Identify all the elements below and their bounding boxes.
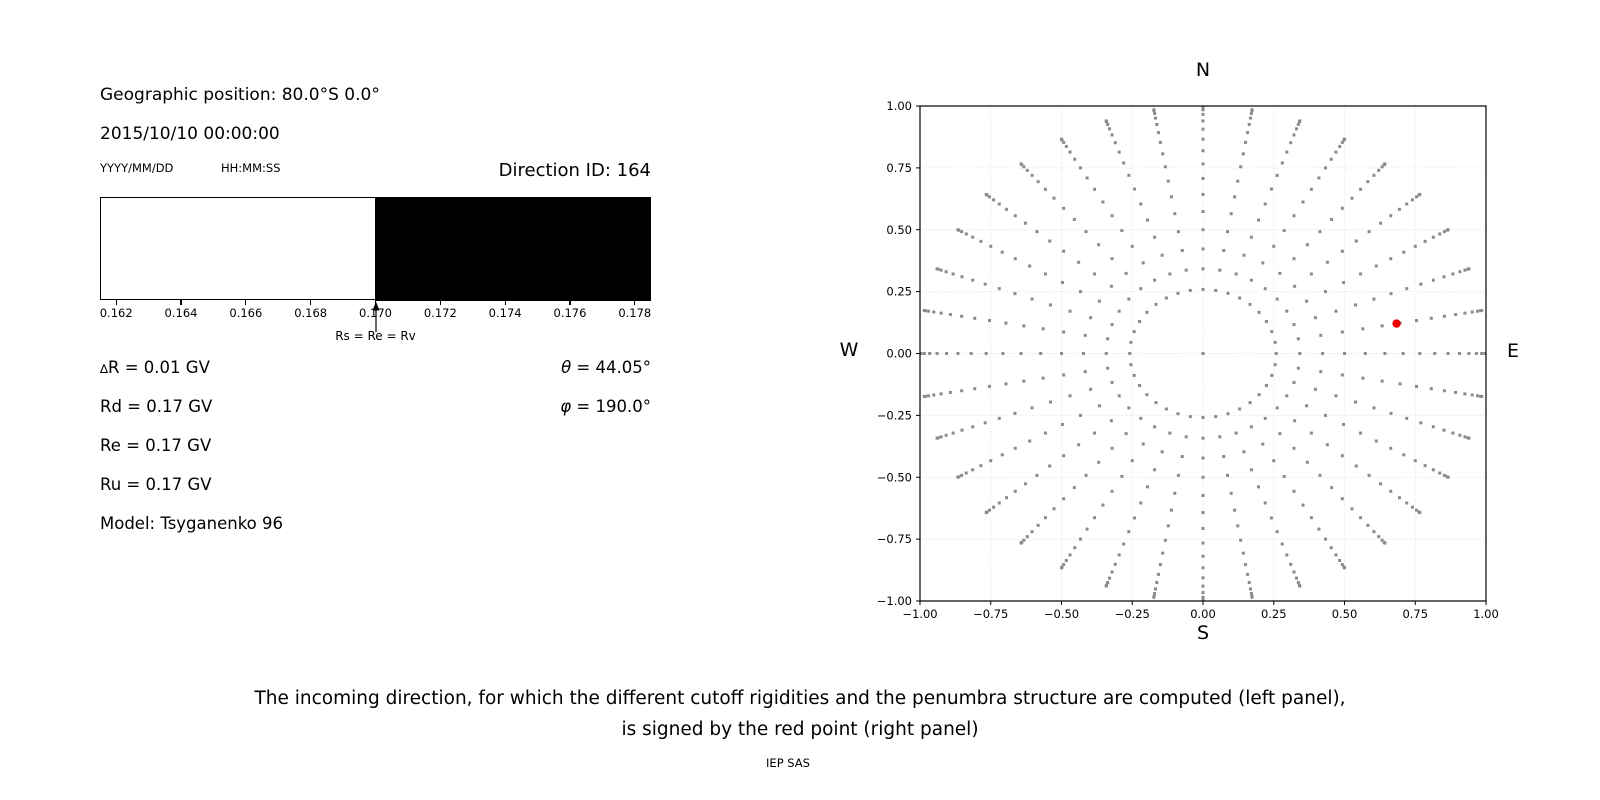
penumbra-black-region <box>375 196 651 301</box>
svg-text:0.25: 0.25 <box>886 285 912 299</box>
compass-east-label: E <box>1506 340 1519 362</box>
caption-line-2: is signed by the red point (right panel) <box>621 719 979 740</box>
phi-symbol: φ <box>560 397 572 416</box>
annotation-arrow-icon <box>372 301 379 332</box>
rd-value: Rd = 0.17 GV <box>100 397 213 416</box>
penumbra-tick-mark <box>504 300 506 305</box>
penumbra-tick-mark <box>439 300 441 305</box>
theta-value: θ = 44.05° <box>561 358 651 377</box>
penumbra-tick-mark <box>115 300 117 305</box>
penumbra-tick-label: 0.176 <box>553 306 587 320</box>
datetime-label: 2015/10/10 00:00:00 <box>100 124 280 144</box>
svg-text:0.75: 0.75 <box>1402 607 1428 621</box>
geo-position-label: Geographic position: 80.0°S 0.0° <box>100 85 380 105</box>
svg-text:0.50: 0.50 <box>1332 607 1358 621</box>
svg-text:0.75: 0.75 <box>886 161 912 175</box>
penumbra-tick-label: 0.166 <box>229 306 263 320</box>
penumbra-chart <box>100 196 651 301</box>
penumbra-tick-label: 0.164 <box>164 306 198 320</box>
svg-text:−0.50: −0.50 <box>1044 607 1079 621</box>
svg-text:0.50: 0.50 <box>886 223 912 237</box>
svg-text:1.00: 1.00 <box>1473 607 1499 621</box>
direction-scatter-plot: −1.00 −0.75 −0.50 −0.25 0.00 0.25 0.50 0.75 1.00… <box>877 99 1499 621</box>
svg-text:−0.75: −0.75 <box>877 532 912 546</box>
delta-symbol: ∆ <box>100 362 109 376</box>
date-format-label: YYYY/MM/DD <box>100 161 174 175</box>
svg-text:−1.00: −1.00 <box>902 607 937 621</box>
red-direction-point <box>1392 319 1401 328</box>
ru-value: Ru = 0.17 GV <box>100 475 212 494</box>
penumbra-tick-label: 0.162 <box>99 306 133 320</box>
svg-text:−0.25: −0.25 <box>1115 607 1150 621</box>
svg-text:−0.25: −0.25 <box>877 408 912 422</box>
compass-south-label: S <box>1196 622 1210 644</box>
svg-text:−0.50: −0.50 <box>877 470 912 484</box>
caption-line-1: The incoming direction, for which the di… <box>254 688 1346 709</box>
axis-tick-labels: −1.00 −0.75 −0.50 −0.25 0.00 0.25 0.50 0.75 1.00… <box>877 99 1499 621</box>
direction-dots <box>920 106 1486 601</box>
compass-north-label: N <box>1195 59 1211 81</box>
svg-text:1.00: 1.00 <box>886 99 912 113</box>
svg-text:0.00: 0.00 <box>1190 607 1216 621</box>
penumbra-tick-label: 0.174 <box>488 306 522 320</box>
svg-text:−1.00: −1.00 <box>877 594 912 608</box>
model-label: Model: Tsyganenko 96 <box>100 514 284 533</box>
compass-west-label: W <box>839 339 859 361</box>
svg-text:0.25: 0.25 <box>1261 607 1287 621</box>
penumbra-tick-mark <box>180 300 182 305</box>
direction-id-label: Direction ID: 164 <box>498 160 651 181</box>
credit-label: IEP SAS <box>766 756 810 770</box>
penumbra-annotation-label: Rs = Re = Rv <box>335 329 416 343</box>
phi-value: φ = 190.0° <box>560 397 651 416</box>
penumbra-tick-mark <box>634 300 636 305</box>
time-format-label: HH:MM:SS <box>221 161 281 175</box>
penumbra-tick-mark <box>310 300 312 305</box>
penumbra-tick-label: 0.168 <box>294 306 328 320</box>
axis-ticks <box>916 105 1487 605</box>
penumbra-tick-label: 0.178 <box>618 306 652 320</box>
penumbra-tick-mark <box>245 300 247 305</box>
re-value: Re = 0.17 GV <box>100 436 212 455</box>
theta-symbol: θ <box>561 358 572 377</box>
delta-r-value: ∆R = 0.01 GV <box>100 358 210 377</box>
svg-text:−0.75: −0.75 <box>973 607 1008 621</box>
penumbra-tick-label: 0.172 <box>423 306 457 320</box>
penumbra-tick-mark <box>569 300 571 305</box>
svg-text:0.00: 0.00 <box>886 347 912 361</box>
